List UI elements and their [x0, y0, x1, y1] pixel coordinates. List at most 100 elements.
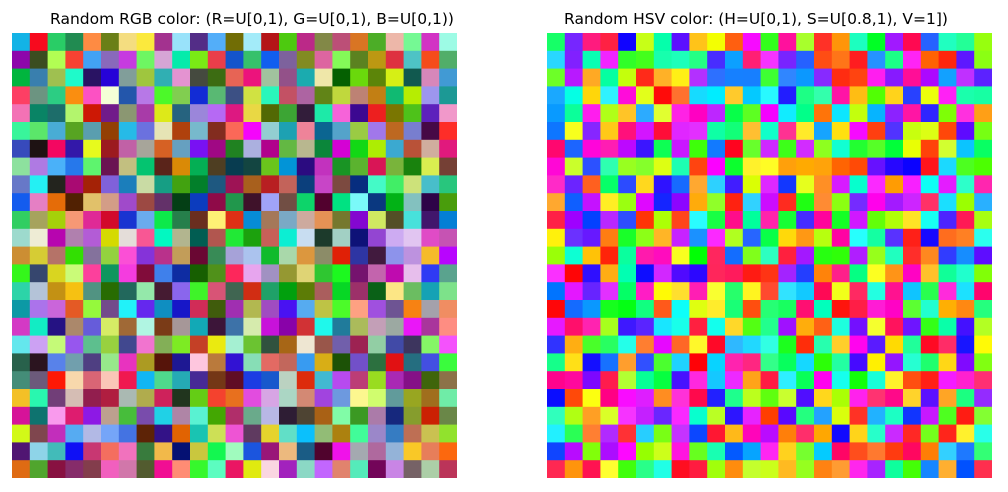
color-cell — [583, 69, 601, 87]
color-cell — [119, 140, 137, 158]
color-cell — [867, 425, 885, 443]
color-cell — [48, 158, 66, 176]
color-cell — [850, 86, 868, 104]
color-cell — [885, 247, 903, 265]
color-cell — [618, 86, 636, 104]
color-cell — [226, 353, 244, 371]
color-cell — [850, 353, 868, 371]
color-cell — [725, 86, 743, 104]
color-cell — [974, 122, 992, 140]
color-cell — [119, 264, 137, 282]
color-cell — [297, 389, 315, 407]
color-cell — [583, 229, 601, 247]
color-cell — [956, 175, 974, 193]
color-cell — [315, 336, 333, 354]
color-cell — [83, 371, 101, 389]
color-cell — [689, 425, 707, 443]
color-cell — [190, 353, 208, 371]
color-cell — [119, 86, 137, 104]
color-cell — [761, 158, 779, 176]
color-cell — [939, 69, 957, 87]
color-cell — [65, 407, 83, 425]
color-cell — [761, 442, 779, 460]
color-cell — [243, 407, 261, 425]
color-cell — [190, 460, 208, 478]
color-cell — [368, 229, 386, 247]
color-cell — [65, 336, 83, 354]
color-cell — [368, 211, 386, 229]
color-cell — [12, 122, 30, 140]
color-cell — [743, 336, 761, 354]
color-cell — [12, 175, 30, 193]
color-cell — [137, 282, 155, 300]
color-cell — [243, 247, 261, 265]
color-cell — [243, 318, 261, 336]
color-cell — [137, 425, 155, 443]
color-cell — [279, 229, 297, 247]
color-cell — [725, 140, 743, 158]
color-cell — [208, 318, 226, 336]
color-cell — [814, 442, 832, 460]
color-cell — [119, 229, 137, 247]
color-cell — [814, 282, 832, 300]
color-cell — [30, 33, 48, 51]
color-cell — [48, 389, 66, 407]
color-cell — [707, 229, 725, 247]
color-cell — [956, 140, 974, 158]
color-cell — [297, 460, 315, 478]
color-cell — [386, 389, 404, 407]
color-cell — [243, 193, 261, 211]
color-cell — [315, 282, 333, 300]
color-cell — [921, 193, 939, 211]
color-cell — [439, 122, 457, 140]
color-cell — [689, 371, 707, 389]
color-cell — [243, 33, 261, 51]
color-cell — [332, 407, 350, 425]
color-cell — [261, 371, 279, 389]
color-cell — [48, 318, 66, 336]
color-cell — [707, 33, 725, 51]
color-cell — [368, 407, 386, 425]
color-cell — [386, 69, 404, 87]
color-cell — [315, 229, 333, 247]
color-cell — [547, 193, 565, 211]
color-cell — [547, 33, 565, 51]
color-cell — [368, 442, 386, 460]
color-cell — [172, 158, 190, 176]
color-cell — [243, 175, 261, 193]
color-cell — [315, 425, 333, 443]
color-cell — [421, 69, 439, 87]
color-cell — [208, 33, 226, 51]
color-cell — [796, 353, 814, 371]
color-cell — [404, 425, 422, 443]
color-cell — [439, 353, 457, 371]
color-cell — [404, 247, 422, 265]
color-cell — [778, 282, 796, 300]
color-cell — [600, 247, 618, 265]
color-cell — [672, 300, 690, 318]
color-cell — [332, 158, 350, 176]
color-cell — [761, 104, 779, 122]
color-cell — [939, 158, 957, 176]
color-cell — [885, 282, 903, 300]
color-cell — [761, 407, 779, 425]
color-cell — [137, 264, 155, 282]
color-cell — [439, 175, 457, 193]
color-cell — [885, 86, 903, 104]
color-cell — [65, 442, 83, 460]
color-cell — [48, 175, 66, 193]
color-cell — [939, 353, 957, 371]
color-cell — [154, 33, 172, 51]
color-cell — [583, 353, 601, 371]
color-cell — [939, 175, 957, 193]
color-cell — [243, 211, 261, 229]
color-cell — [226, 247, 244, 265]
color-cell — [30, 51, 48, 69]
color-cell — [137, 247, 155, 265]
color-cell — [119, 300, 137, 318]
color-cell — [48, 460, 66, 478]
color-cell — [743, 51, 761, 69]
color-cell — [119, 122, 137, 140]
color-cell — [885, 407, 903, 425]
color-cell — [547, 211, 565, 229]
